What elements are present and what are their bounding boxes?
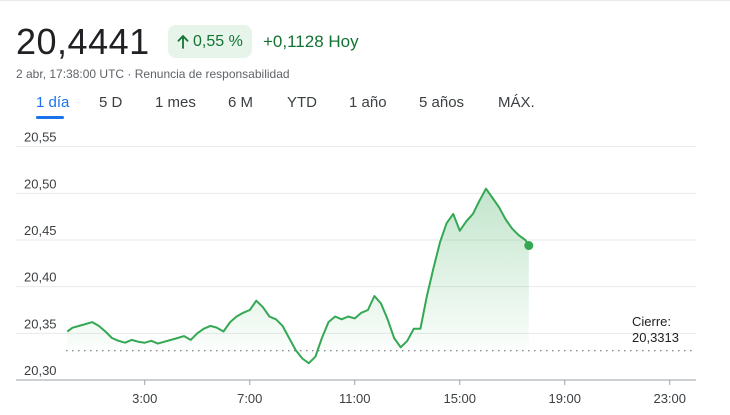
y-tick-label: 20,35 <box>24 316 57 331</box>
previous-close-value: 20,3313 <box>632 330 679 345</box>
active-tab-indicator <box>36 116 64 119</box>
quote-timestamp: 2 abr, 17:38:00 UTC <box>16 67 125 81</box>
tab-6-months[interactable]: 6 M <box>228 94 254 111</box>
tab-5-years[interactable]: 5 años <box>419 94 465 111</box>
y-tick-label: 20,45 <box>24 223 57 238</box>
tab-ytd[interactable]: YTD <box>287 94 317 111</box>
x-tick-label: 7:00 <box>237 391 262 406</box>
x-axis-labels: 3:00 7:00 11:00 15:00 19:00 23:00 <box>132 380 686 406</box>
tab-1-day[interactable]: 1 día <box>36 94 70 111</box>
x-tick-label: 19:00 <box>548 391 581 406</box>
change-percent-value: 0,55 % <box>193 32 243 50</box>
y-tick-label: 20,55 <box>24 130 57 145</box>
current-price: 20,4441 <box>16 21 150 62</box>
y-tick-label: 20,40 <box>24 270 57 285</box>
x-tick-label: 3:00 <box>132 391 157 406</box>
y-tick-label: 20,50 <box>24 176 57 191</box>
y-tick-label: 20,30 <box>24 363 57 378</box>
change-absolute-today: +0,1128 Hoy <box>263 32 359 51</box>
tab-1-year[interactable]: 1 año <box>349 94 387 111</box>
tab-5-days[interactable]: 5 D <box>99 94 123 111</box>
meta-separator: · <box>127 67 132 81</box>
y-axis-labels: 20,55 20,50 20,45 20,40 20,35 20,30 <box>24 130 57 378</box>
price-line <box>66 187 530 365</box>
change-percent-chip: 0,55 % <box>168 25 252 58</box>
arrow-up-icon <box>177 34 189 49</box>
disclaimer-link[interactable]: Renuncia de responsabilidad <box>134 67 290 81</box>
top-divider <box>0 0 730 1</box>
previous-close-annotation: Cierre: 20,3313 <box>632 314 679 346</box>
range-tabs: 1 día 5 D 1 mes 6 M YTD 1 año 5 años MÁX… <box>0 94 730 120</box>
x-tick-label: 11:00 <box>339 391 371 406</box>
current-price-dot <box>524 241 534 251</box>
chart-gridlines <box>16 146 696 381</box>
x-tick-label: 15:00 <box>443 391 476 406</box>
quote-meta: 2 abr, 17:38:00 UTC · Renuncia de respon… <box>16 67 290 81</box>
tab-1-month[interactable]: 1 mes <box>155 94 196 111</box>
previous-close-label: Cierre: <box>632 314 672 329</box>
tab-max[interactable]: MÁX. <box>498 94 535 111</box>
x-tick-label: 23:00 <box>653 391 686 406</box>
price-area-fill <box>67 188 529 351</box>
